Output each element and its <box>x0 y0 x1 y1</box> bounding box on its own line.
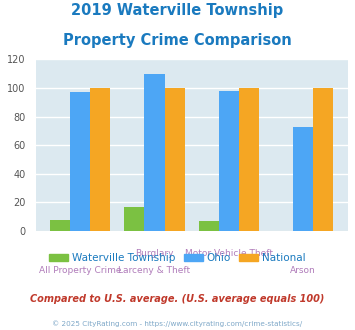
Text: Arson: Arson <box>290 266 316 275</box>
Bar <box>293 127 313 231</box>
Text: Property Crime Comparison: Property Crime Comparison <box>63 33 292 48</box>
Bar <box>124 207 144 231</box>
Text: Larceny & Theft: Larceny & Theft <box>119 266 191 275</box>
Bar <box>50 219 70 231</box>
Bar <box>70 92 90 231</box>
Bar <box>313 88 333 231</box>
Bar <box>90 88 110 231</box>
Bar <box>219 91 239 231</box>
Text: © 2025 CityRating.com - https://www.cityrating.com/crime-statistics/: © 2025 CityRating.com - https://www.city… <box>53 320 302 327</box>
Text: Burglary: Burglary <box>135 249 174 258</box>
Bar <box>239 88 259 231</box>
Text: 2019 Waterville Township: 2019 Waterville Township <box>71 3 284 18</box>
Text: Compared to U.S. average. (U.S. average equals 100): Compared to U.S. average. (U.S. average … <box>30 294 325 304</box>
Bar <box>144 74 165 231</box>
Text: All Property Crime: All Property Crime <box>39 266 121 275</box>
Bar <box>199 221 219 231</box>
Text: Motor Vehicle Theft: Motor Vehicle Theft <box>185 249 273 258</box>
Bar <box>165 88 185 231</box>
Legend: Waterville Township, Ohio, National: Waterville Township, Ohio, National <box>45 249 310 267</box>
